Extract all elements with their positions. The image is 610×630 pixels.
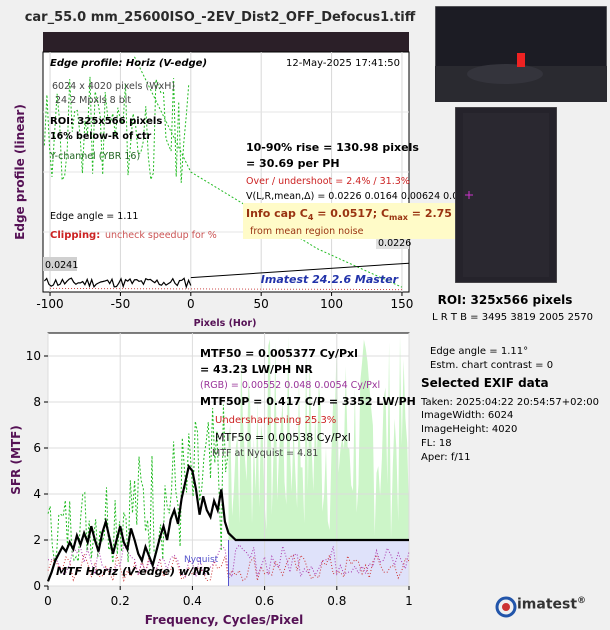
edge-x-ticks: -100 -50 0 50 100 150 xyxy=(36,292,413,311)
edge-angle-info: Edge angle = 1.11° xyxy=(430,346,529,357)
edge-x-tick-label: -50 xyxy=(111,297,131,311)
exif-title: Selected EXIF data xyxy=(421,376,549,390)
sfr-x-axis-label: Frequency, Cycles/Pixel xyxy=(145,613,303,627)
imatest-logo-icon xyxy=(495,596,517,618)
sfr-x-tick-label: 1 xyxy=(405,594,413,608)
sfr-fills xyxy=(228,335,409,586)
edge-location-line: 16% below-R of ctr xyxy=(50,131,152,142)
roi-title: ROI: 325x566 pixels xyxy=(437,293,573,307)
exif-line: ImageWidth: 6024 xyxy=(421,410,514,421)
mtf50p-line: MTF50P = 0.417 C/P = 3352 LW/PH xyxy=(200,395,416,408)
edge-x-tick-label: -100 xyxy=(36,297,63,311)
edge-header-right: 12-May-2025 17:41:50 xyxy=(286,58,400,69)
imatest-logo-text: imatest® xyxy=(517,596,587,613)
edge-right-value: 0.0226 xyxy=(378,238,411,249)
edge-x-tick-label: 100 xyxy=(320,297,343,311)
edge-x-tick-label: 150 xyxy=(391,297,414,311)
edge-fall-green xyxy=(134,56,403,288)
edge-header-strip xyxy=(43,32,409,52)
edge-x-tick-label: 50 xyxy=(254,297,269,311)
sfr-y-tick-label: 4 xyxy=(33,487,41,501)
sfr-series-line xyxy=(46,463,409,582)
infocap-highlight xyxy=(243,203,455,239)
sfr-y-tick-label: 10 xyxy=(26,349,41,363)
edge-angle-line: Edge angle = 1.11 xyxy=(50,211,138,222)
mtf50-line: MTF50 = 0.005377 Cy/Pxl xyxy=(200,347,358,360)
imatest-watermark: Imatest 24.2.6 Master xyxy=(261,273,399,286)
edge-profile-chart: -100 -50 0 50 100 150 Edge profile: Horiz (V-… xyxy=(13,32,460,329)
roi-lrtb: L R T B = 3495 3819 2005 2570 xyxy=(431,312,594,323)
roi-marker xyxy=(517,53,525,67)
edge-left-value: 0.0241 xyxy=(45,260,78,271)
vmean-line: V(L,R,mean,Δ) = 0.0226 0.0164 0.00624 0.… xyxy=(246,191,458,202)
clipping-label: Clipping: xyxy=(50,230,100,241)
exif-line: ImageHeight: 4020 xyxy=(421,424,518,435)
exif-line: Aper: f/11 xyxy=(421,452,471,463)
mtf50b-line: MTF50 = 0.00538 Cy/Pxl xyxy=(215,431,351,444)
sfr-green-trace xyxy=(47,404,229,563)
edge-noise-green xyxy=(43,76,190,183)
edge-y-axis-label: Edge profile (linear) xyxy=(13,104,27,240)
edge-info-line-1: 6024 x 4020 pixels (WxH) xyxy=(52,81,175,92)
edge-mean-line xyxy=(190,262,410,279)
lwph-line: = 43.23 LW/PH NR xyxy=(200,363,313,376)
roi-image xyxy=(455,107,557,283)
left-value-box xyxy=(43,257,77,271)
sfr-y-tick-label: 6 xyxy=(33,441,41,455)
overshoot-line: Over / undershoot = 2.4% / 31.3% xyxy=(246,176,410,187)
nyquist-region xyxy=(228,540,409,586)
chart-contrast-info: Estm. chart contrast = 0 xyxy=(430,360,554,371)
sfr-x-tick-label: 0.6 xyxy=(255,594,274,608)
exif-line: Taken: 2025:04:22 20:54:57+02:00 xyxy=(421,397,599,408)
edge-info-line-2: 24.2 Mpxls 8 bit xyxy=(55,95,131,106)
nyquist-label: Nyquist xyxy=(184,555,219,565)
nyquist-mtf-line: MTF at Nyquist = 4.81 xyxy=(212,448,318,459)
sfr-noise-traces xyxy=(47,404,410,586)
edge-x-tick-label: 0 xyxy=(187,297,195,311)
sfr-y-tick-label: 2 xyxy=(33,533,41,547)
undersharp-line: Undersharpening 25.3% xyxy=(215,415,336,426)
edge-header-left: Edge profile: Horiz (V-edge) xyxy=(50,58,207,69)
sfr-y-tick-label: 8 xyxy=(33,395,41,409)
sfr-x-tick-label: 0 xyxy=(44,594,52,608)
sfr-legend-label: MTF Horiz (V-edge) w/NR xyxy=(56,565,211,578)
image-thumbnail xyxy=(435,6,607,102)
sfr-x-tick-label: 0.8 xyxy=(327,594,346,608)
edge-channel-line: Y-channel (YBR 16) xyxy=(49,151,140,162)
sfr-x-tick-label: 0.4 xyxy=(183,594,202,608)
per-ph-line: = 30.69 per PH xyxy=(246,157,340,170)
rise-line: 10-90% rise = 130.98 pixels xyxy=(246,141,419,154)
edge-roi-line: ROI: 325x566 pixels xyxy=(50,116,162,127)
sfr-x-tick-label: 0.2 xyxy=(111,594,130,608)
infocap-line: Info cap C4 = 0.0517; Cmax = 2.75 b/p xyxy=(246,207,460,222)
exif-line: FL: 18 xyxy=(421,438,452,449)
edge-noise-traces xyxy=(43,56,403,291)
sfr-y-axis-label: SFR (MTF) xyxy=(9,425,23,495)
clipping-text: uncheck speedup for % xyxy=(105,230,217,241)
edge-noise-black xyxy=(43,277,192,289)
chart-title: car_55.0 mm_25600ISO_-2EV_Dist2_OFF_Defo… xyxy=(24,10,416,25)
green-noise-fill xyxy=(228,335,409,540)
noise-note: from mean region noise xyxy=(250,226,364,237)
sfr-y-tick-label: 0 xyxy=(33,579,41,593)
sfr-purple-trace xyxy=(48,543,410,579)
edge-x-axis-label: Pixels (Hor) xyxy=(194,318,257,329)
rgb-line: (RGB) = 0.00552 0.048 0.0054 Cy/Pxl xyxy=(200,380,380,391)
